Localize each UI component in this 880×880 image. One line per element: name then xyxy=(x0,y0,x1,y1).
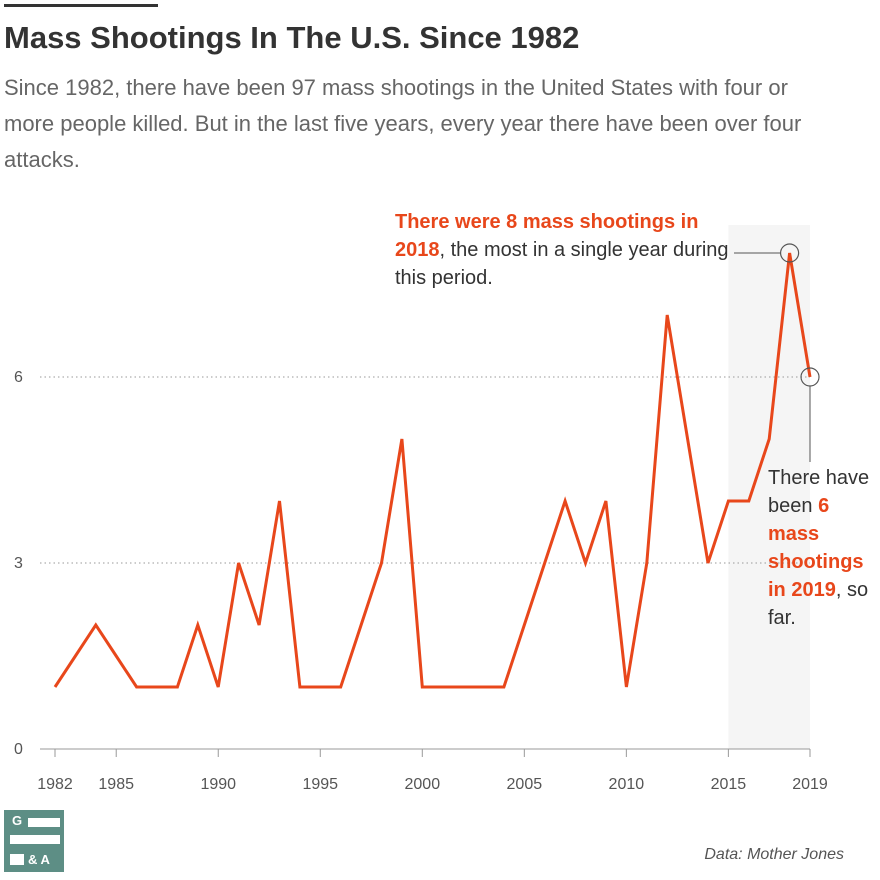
annotation-2019-highlight: 6 mass shootings in 2019 xyxy=(768,495,864,601)
series-line xyxy=(53,252,812,689)
logo-letter-g: G xyxy=(12,813,23,828)
data-source: Data: Mother Jones xyxy=(704,846,844,863)
data-point xyxy=(237,562,240,565)
data-point xyxy=(706,562,709,565)
data-point xyxy=(258,624,261,627)
x-tick-label: 2015 xyxy=(711,776,747,793)
x-tick-label: 2000 xyxy=(405,776,441,793)
data-point xyxy=(625,686,628,689)
data-point xyxy=(54,686,57,689)
x-tick-label: 2019 xyxy=(792,776,828,793)
data-point xyxy=(462,686,465,689)
data-point xyxy=(502,686,505,689)
data-point xyxy=(360,624,363,627)
data-point xyxy=(135,686,138,689)
annotation-2019-lead: There have been xyxy=(768,467,870,517)
x-tick-label: 1995 xyxy=(302,776,338,793)
y-tick-label: 0 xyxy=(14,741,23,758)
marker-2019 xyxy=(800,367,820,387)
data-point xyxy=(380,562,383,565)
data-point xyxy=(319,686,322,689)
data-point xyxy=(523,624,526,627)
data-point xyxy=(686,438,689,441)
logo-bar-top xyxy=(28,818,60,827)
data-point xyxy=(645,562,648,565)
data-point xyxy=(400,438,403,441)
chart-title: Mass Shootings In The U.S. Since 1982 xyxy=(4,20,580,55)
data-point xyxy=(298,686,301,689)
data-point xyxy=(543,562,546,565)
data-point xyxy=(564,500,567,503)
data-point xyxy=(604,500,607,503)
y-tick-label: 6 xyxy=(14,369,23,386)
x-tick-label: 1985 xyxy=(98,776,134,793)
logo-bar-bottom xyxy=(10,854,24,865)
data-point xyxy=(788,252,791,255)
highlight-band xyxy=(728,225,810,749)
annotation-2018-text: , the most in a single year during this … xyxy=(395,239,729,289)
data-point xyxy=(441,686,444,689)
data-point xyxy=(217,686,220,689)
annotation-2019-tail: , so far. xyxy=(768,579,869,629)
y-tick-label: 3 xyxy=(14,555,23,572)
x-tick-label: 2005 xyxy=(507,776,543,793)
logo-bar-middle xyxy=(10,835,60,844)
x-tick-label: 1982 xyxy=(37,776,73,793)
data-point xyxy=(339,686,342,689)
data-point xyxy=(196,624,199,627)
data-point xyxy=(278,500,281,503)
data-point xyxy=(156,686,159,689)
data-point xyxy=(176,686,179,689)
data-point xyxy=(747,500,750,503)
annotation-2018: There were 8 mass shootings in 2018, the… xyxy=(395,208,735,292)
annotation-2019: There have been 6 mass shootings in 2019… xyxy=(768,464,878,632)
marker-2018 xyxy=(779,243,800,263)
data-point xyxy=(421,686,424,689)
logo-letter-a: & A xyxy=(28,852,50,867)
data-point xyxy=(482,686,485,689)
data-point xyxy=(74,655,77,658)
data-point xyxy=(809,376,812,379)
data-point xyxy=(115,655,118,658)
x-tick-label: 1990 xyxy=(200,776,236,793)
data-point xyxy=(768,438,771,441)
annotation-2018-highlight: There were 8 mass shootings in 2018 xyxy=(395,211,699,261)
data-point xyxy=(584,562,587,565)
data-point xyxy=(94,624,97,627)
data-point xyxy=(666,314,669,317)
x-tick-label: 2010 xyxy=(609,776,645,793)
top-rule xyxy=(4,4,158,7)
ga-logo: G & A xyxy=(4,810,64,872)
data-point xyxy=(727,500,730,503)
chart-subtitle: Since 1982, there have been 97 mass shoo… xyxy=(4,75,802,172)
